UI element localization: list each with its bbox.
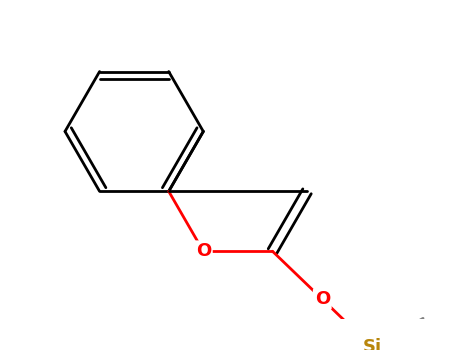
Text: O: O xyxy=(315,290,330,308)
Text: Si: Si xyxy=(363,338,382,350)
Text: O: O xyxy=(196,242,211,260)
